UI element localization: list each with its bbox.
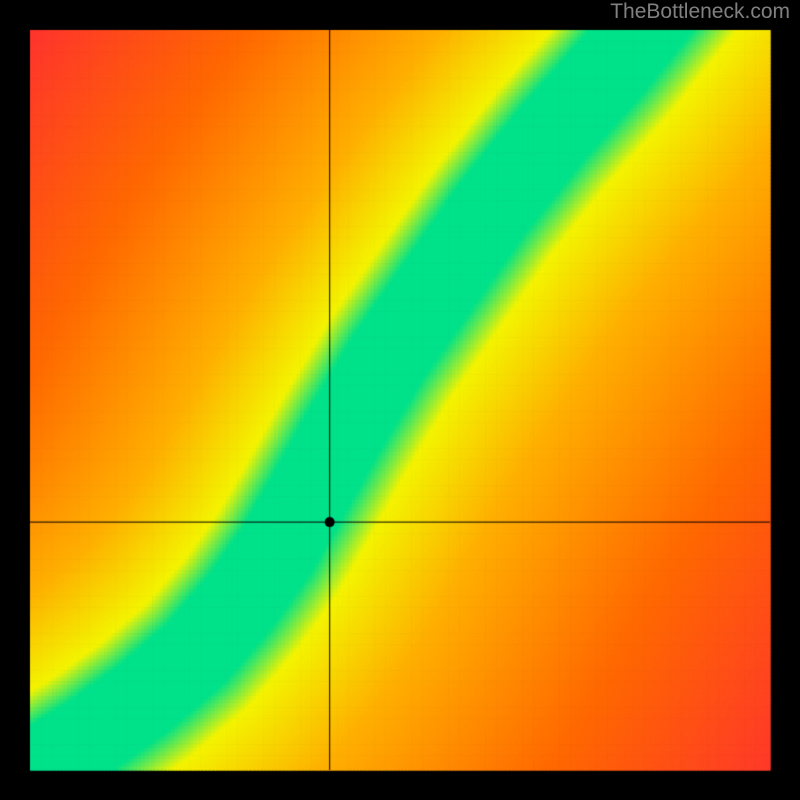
- chart-container: TheBottleneck.com: [0, 0, 800, 800]
- bottleneck-heatmap-canvas: [0, 0, 800, 800]
- watermark-text: TheBottleneck.com: [610, 0, 790, 24]
